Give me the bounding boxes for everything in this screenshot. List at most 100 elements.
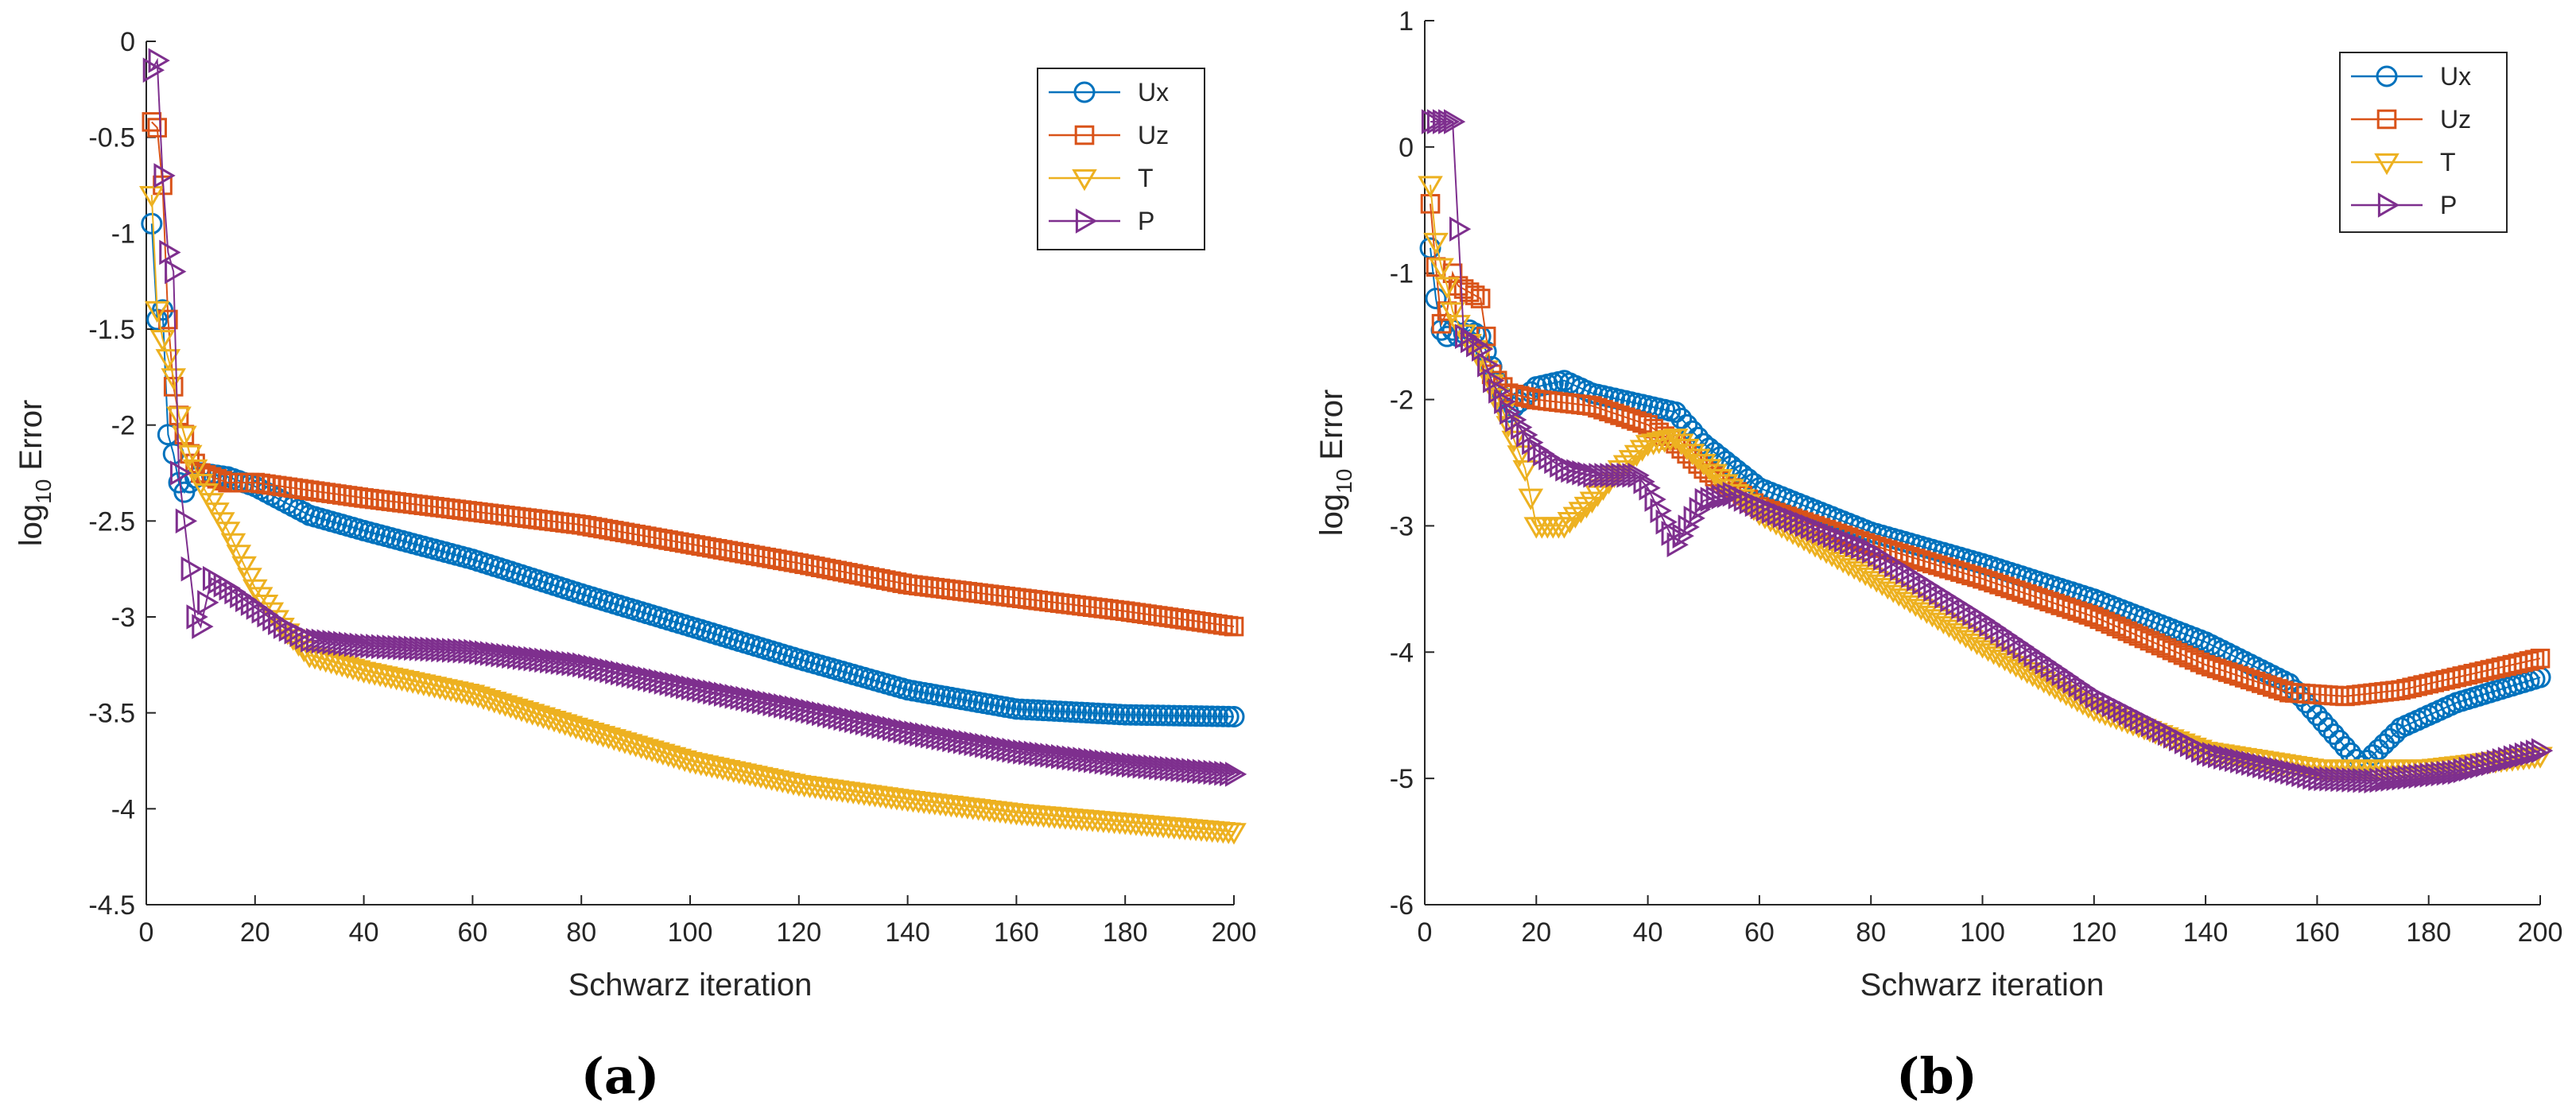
data-point-P (1100, 750, 1122, 776)
data-point-T (476, 689, 502, 712)
y-tick-label: 1 (1399, 6, 1414, 37)
data-point-T (2182, 737, 2207, 760)
data-point-P (2392, 765, 2414, 791)
data-point-P (545, 649, 568, 674)
data-point-T (2176, 735, 2202, 758)
data-point-P (762, 691, 785, 717)
data-point-T (297, 646, 323, 669)
data-point-P (789, 696, 812, 722)
data-point-P (186, 604, 208, 630)
y-tick-label: -4 (111, 794, 135, 824)
data-point-P (1181, 758, 1204, 783)
data-point-P (2280, 759, 2302, 785)
y-tick-label: -6 (1390, 890, 1414, 921)
data-point-P (2358, 768, 2380, 793)
data-point-Ux (1136, 704, 1158, 727)
data-point-P (387, 634, 409, 661)
data-point-P (898, 719, 921, 745)
data-point-P (1678, 514, 1700, 540)
data-point-Ux (1169, 704, 1191, 727)
data-point-P (197, 590, 219, 615)
data-point-P (2325, 766, 2347, 792)
data-point-T (1651, 431, 1678, 453)
data-point-T (574, 720, 599, 743)
data-point-P (1594, 463, 1616, 488)
data-point-P (1127, 753, 1150, 778)
data-point-T (1919, 605, 1946, 628)
data-point-P (1088, 748, 1111, 774)
y-tick-label: -1 (1390, 259, 1414, 289)
data-point-Ux (2384, 722, 2407, 744)
data-point-P (1627, 463, 1650, 488)
panel-label: (a) (581, 1047, 660, 1105)
data-point-P (1639, 475, 1661, 501)
data-point-P (355, 633, 377, 659)
data-point-Ux (1131, 704, 1153, 726)
data-point-P (1046, 743, 1068, 769)
y-tick-label: -3 (1390, 511, 1414, 541)
data-point-Ux (2328, 729, 2350, 751)
data-point-P (1116, 752, 1139, 778)
data-point-P (2419, 762, 2442, 788)
legend-marker-P (2377, 192, 2400, 218)
data-point-Uz (1431, 313, 1452, 334)
y-tick-label: -4.5 (88, 890, 135, 921)
data-point-P (1138, 754, 1160, 780)
data-point-P (425, 637, 448, 662)
data-point-Uz (1465, 285, 1485, 305)
legend-box (2339, 52, 2508, 233)
data-point-P (904, 720, 926, 746)
data-point-P (654, 669, 676, 695)
data-point-T (1518, 488, 1544, 510)
data-point-P (713, 681, 736, 708)
legend-marker-P (1075, 208, 1098, 234)
data-point-Ux (1665, 401, 1687, 423)
y-tick-label: -0.5 (88, 123, 135, 153)
data-point-P (920, 723, 943, 749)
data-point-T (650, 743, 676, 766)
data-point-P (180, 556, 203, 582)
data-point-P (2403, 764, 2425, 789)
data-point-P (322, 630, 344, 655)
data-point-P (2375, 767, 2397, 793)
data-point-T (1568, 502, 1594, 524)
series-Ux (141, 212, 1245, 727)
data-point-P (1192, 758, 1215, 785)
data-point-T (465, 686, 491, 708)
x-tick-label: 120 (2071, 917, 2116, 948)
data-point-P (1165, 756, 1187, 782)
data-point-T (1891, 588, 1918, 611)
data-point-P (849, 708, 872, 735)
data-point-T (503, 698, 529, 721)
data-point-P (2397, 765, 2419, 790)
data-point-P (627, 664, 649, 689)
y-tick-label: 0 (120, 27, 135, 57)
data-point-T (655, 745, 681, 767)
data-point-P (1611, 463, 1633, 488)
data-point-P (1187, 758, 1209, 784)
data-point-P (2386, 766, 2408, 792)
data-point-T (144, 301, 170, 324)
legend-label-Ux: Ux (2440, 62, 2471, 91)
data-point-T (601, 729, 627, 751)
data-point-T (329, 655, 355, 678)
data-point-P (2269, 757, 2291, 782)
data-point-Ux (1174, 704, 1196, 727)
data-point-P (398, 635, 421, 661)
data-point-P (975, 732, 997, 758)
data-point-P (474, 640, 497, 665)
data-point-P (311, 628, 334, 654)
data-point-T (1886, 584, 1912, 607)
data-point-T (645, 742, 670, 764)
data-point-T (584, 724, 611, 747)
data-point-P (349, 632, 371, 658)
data-point-P (1449, 216, 1472, 242)
data-point-P (343, 631, 367, 657)
data-point-P (915, 722, 937, 748)
data-point-T (1462, 339, 1488, 363)
data-point-P (719, 682, 742, 708)
y-tick-label: 0 (1399, 133, 1414, 163)
data-point-P (991, 735, 1014, 762)
data-point-Ux (1141, 704, 1163, 727)
